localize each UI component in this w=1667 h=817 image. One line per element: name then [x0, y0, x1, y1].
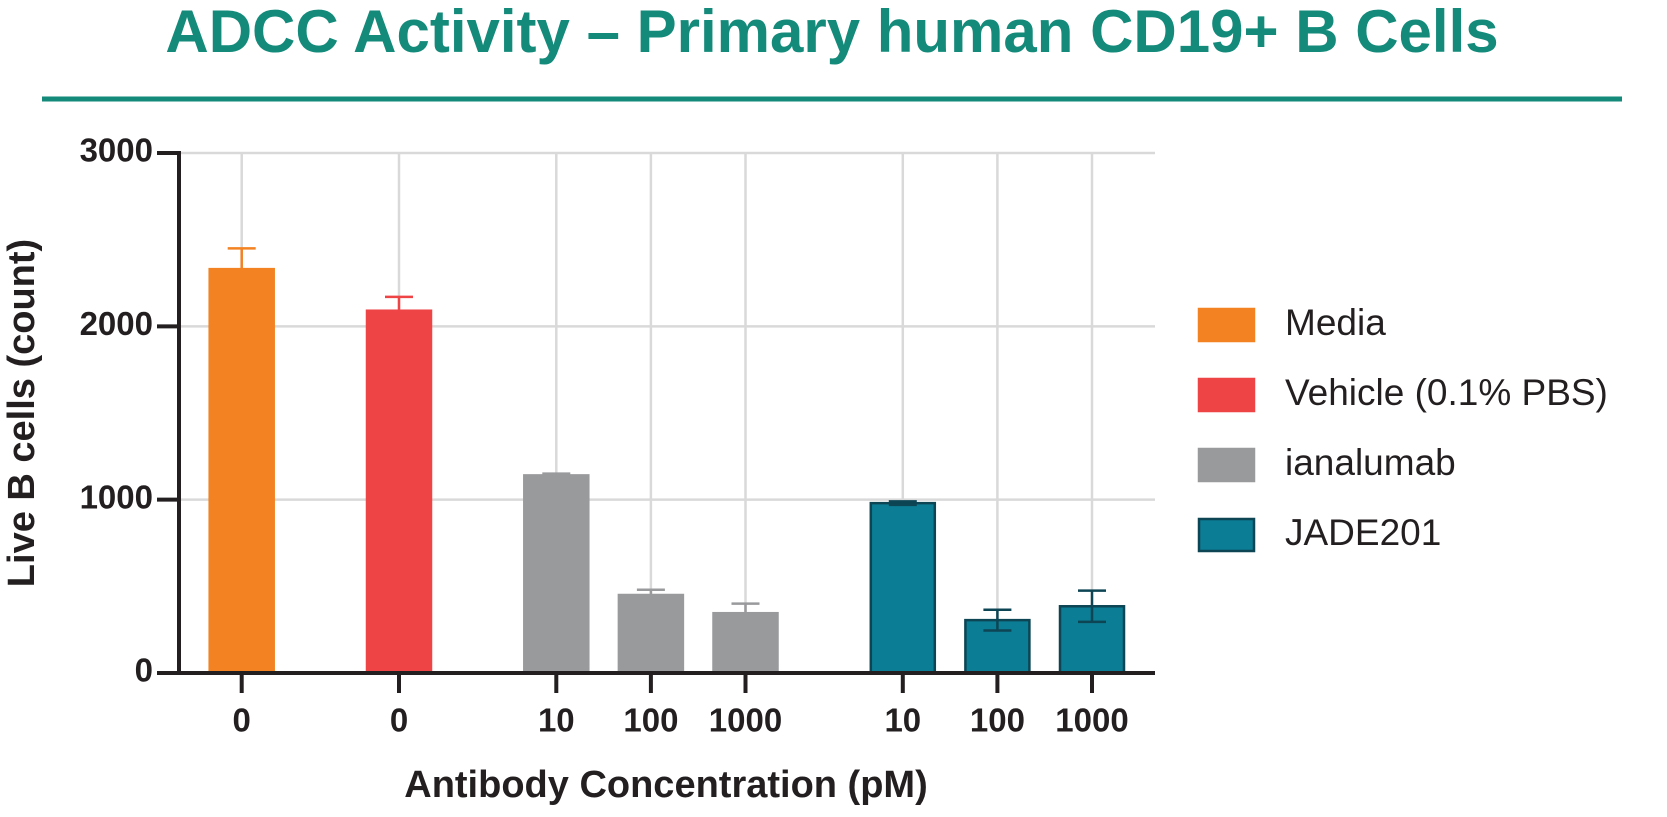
y-tick-label: 3000 [80, 132, 153, 169]
y-tick-label: 1000 [80, 478, 153, 515]
x-tick-label: 100 [970, 702, 1025, 739]
legend-swatch [1197, 447, 1256, 483]
legend-label: JADE201 [1285, 512, 1441, 553]
y-axis-title: Live B cells (count) [1, 239, 43, 587]
bar [365, 309, 433, 675]
x-axis-title: Antibody Concentration (pM) [404, 764, 927, 806]
x-tick-label: 1000 [709, 702, 782, 739]
bar [208, 267, 275, 675]
legend-swatch [1197, 377, 1256, 413]
bar [869, 501, 937, 675]
x-tick-label: 10 [884, 702, 921, 739]
x-tick-label: 1000 [1055, 702, 1128, 739]
bar [712, 611, 779, 675]
bar [617, 593, 685, 675]
x-tick-label: 10 [538, 702, 575, 739]
x-tick-label: 100 [623, 702, 678, 739]
legend-label: ianalumab [1285, 442, 1456, 483]
x-tick-label: 0 [390, 702, 408, 739]
y-tick-label: 2000 [80, 305, 153, 342]
chart-title: ADCC Activity – Primary human CD19+ B Ce… [165, 0, 1498, 65]
y-tick-label: 0 [135, 652, 153, 689]
legend-swatch [1197, 517, 1256, 553]
legend-label: Media [1285, 302, 1386, 343]
legend-label: Vehicle (0.1% PBS) [1285, 372, 1608, 413]
legend-swatch [1197, 307, 1256, 343]
bar [523, 474, 590, 675]
x-tick-label: 0 [233, 702, 251, 739]
